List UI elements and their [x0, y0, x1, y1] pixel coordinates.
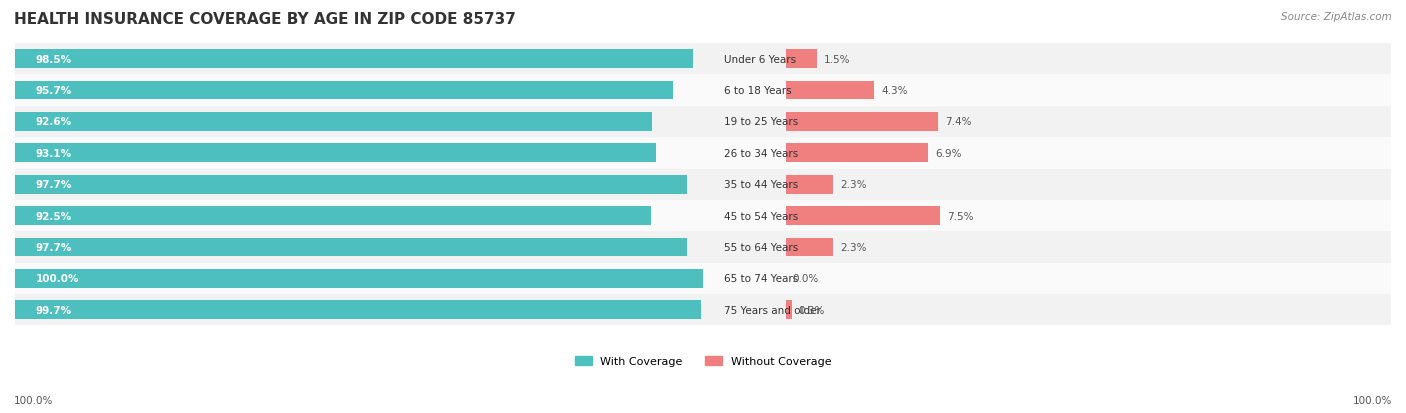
- Text: 99.7%: 99.7%: [35, 305, 72, 315]
- Legend: With Coverage, Without Coverage: With Coverage, Without Coverage: [571, 351, 835, 371]
- Text: 19 to 25 Years: 19 to 25 Years: [724, 117, 797, 127]
- Text: 2.3%: 2.3%: [839, 180, 866, 190]
- Text: 45 to 54 Years: 45 to 54 Years: [724, 211, 797, 221]
- Bar: [15, 107, 1391, 138]
- Text: 97.7%: 97.7%: [35, 180, 72, 190]
- Bar: [15, 269, 703, 288]
- Bar: [15, 238, 688, 257]
- Text: 2.3%: 2.3%: [839, 242, 866, 252]
- Text: Source: ZipAtlas.com: Source: ZipAtlas.com: [1281, 12, 1392, 22]
- Bar: [15, 50, 693, 69]
- Text: 4.3%: 4.3%: [882, 86, 908, 96]
- Bar: [15, 75, 1391, 107]
- Bar: [786, 176, 832, 194]
- Text: 100.0%: 100.0%: [14, 395, 53, 405]
- Bar: [786, 81, 875, 100]
- Bar: [15, 169, 1391, 200]
- Text: 0.0%: 0.0%: [793, 274, 818, 284]
- Text: 7.4%: 7.4%: [945, 117, 972, 127]
- Text: 92.6%: 92.6%: [35, 117, 72, 127]
- Bar: [15, 294, 1391, 326]
- Bar: [15, 263, 1391, 294]
- Text: 75 Years and older: 75 Years and older: [724, 305, 821, 315]
- Text: 97.7%: 97.7%: [35, 242, 72, 252]
- Bar: [15, 144, 655, 163]
- Text: 98.5%: 98.5%: [35, 55, 72, 64]
- Text: 6.9%: 6.9%: [935, 149, 962, 159]
- Text: 95.7%: 95.7%: [35, 86, 72, 96]
- Bar: [15, 176, 688, 194]
- Text: 0.3%: 0.3%: [799, 305, 825, 315]
- Text: 93.1%: 93.1%: [35, 149, 72, 159]
- Text: Under 6 Years: Under 6 Years: [724, 55, 796, 64]
- Text: 7.5%: 7.5%: [948, 211, 974, 221]
- Bar: [786, 301, 792, 319]
- Text: 100.0%: 100.0%: [1353, 395, 1392, 405]
- Bar: [15, 232, 1391, 263]
- Bar: [786, 206, 941, 225]
- Text: 55 to 64 Years: 55 to 64 Years: [724, 242, 797, 252]
- Bar: [15, 206, 651, 225]
- Text: 26 to 34 Years: 26 to 34 Years: [724, 149, 797, 159]
- Bar: [15, 44, 1391, 75]
- Bar: [786, 238, 832, 257]
- Text: 6 to 18 Years: 6 to 18 Years: [724, 86, 792, 96]
- Bar: [15, 200, 1391, 232]
- Bar: [15, 301, 702, 319]
- Bar: [786, 144, 928, 163]
- Text: 92.5%: 92.5%: [35, 211, 72, 221]
- Bar: [786, 113, 938, 132]
- Text: HEALTH INSURANCE COVERAGE BY AGE IN ZIP CODE 85737: HEALTH INSURANCE COVERAGE BY AGE IN ZIP …: [14, 12, 516, 27]
- Text: 65 to 74 Years: 65 to 74 Years: [724, 274, 797, 284]
- Text: 35 to 44 Years: 35 to 44 Years: [724, 180, 797, 190]
- Bar: [15, 113, 652, 132]
- Bar: [15, 138, 1391, 169]
- Text: 1.5%: 1.5%: [824, 55, 849, 64]
- Bar: [15, 81, 673, 100]
- Text: 100.0%: 100.0%: [35, 274, 79, 284]
- Bar: [786, 50, 817, 69]
